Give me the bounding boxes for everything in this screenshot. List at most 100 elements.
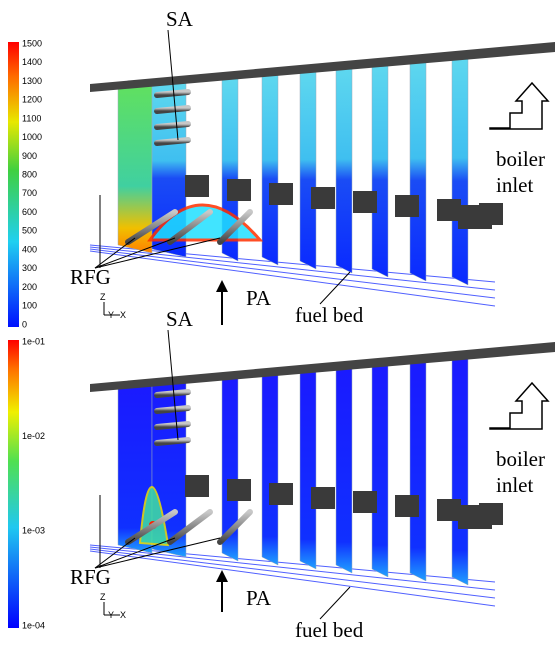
colorbar-label: 1100 [22, 113, 41, 123]
colorbar-label: 1e-03 [22, 526, 45, 536]
sa-pipe [154, 405, 191, 414]
axis-z: Z [100, 292, 106, 302]
label-sa: SA [166, 7, 194, 31]
slice [371, 61, 389, 278]
label-fuel-bed: fuel bed [295, 303, 364, 327]
slice [261, 73, 279, 266]
slice [409, 357, 427, 582]
slice [299, 69, 317, 270]
colorbar-label: 500 [22, 226, 37, 236]
colorbar-label: 800 [22, 170, 37, 180]
label-sa: SA [166, 307, 194, 331]
sa-pipe [154, 121, 191, 130]
duct-block [395, 495, 419, 517]
floor-line [89, 546, 496, 591]
colorbar-label: 700 [22, 188, 37, 198]
sa-pipe [154, 437, 191, 446]
slice [261, 373, 279, 566]
colorbar-label: 0 [22, 319, 27, 329]
duct-block [227, 479, 251, 501]
leader [167, 29, 179, 141]
colorbar-label: 400 [22, 244, 37, 254]
slice [335, 365, 353, 574]
floor-line [89, 244, 496, 283]
slice [409, 57, 427, 282]
leader [94, 537, 221, 569]
duct-block [269, 183, 293, 205]
duct-block [437, 199, 461, 221]
pa-arrowhead [216, 280, 228, 292]
label-inlet: inlet [496, 173, 533, 197]
floor-line [89, 250, 496, 307]
label-pa: PA [246, 586, 272, 610]
leader [167, 329, 179, 441]
rfg-pipe [167, 209, 213, 245]
colorbar-label: 1200 [22, 95, 42, 105]
sa-pipe [154, 389, 191, 398]
leader [319, 271, 351, 305]
axis-z: Z [100, 592, 106, 602]
top-plate [90, 42, 555, 92]
leader [319, 586, 351, 620]
colorbar-label: 300 [22, 263, 37, 273]
pa-arrowhead [216, 570, 228, 582]
top-plate [90, 342, 555, 392]
rfg-pipe [217, 209, 253, 245]
colorbar-label: 200 [22, 282, 37, 292]
duct-block [185, 175, 209, 197]
label-rfg: RFG [70, 565, 111, 589]
sa-pipe [154, 421, 191, 430]
leader [94, 537, 136, 569]
rfg-pipe [125, 209, 178, 245]
duct-block [395, 195, 419, 217]
colorbar-label: 1e-04 [22, 620, 45, 630]
duct-block [353, 491, 377, 513]
floor-line [89, 246, 496, 291]
rfg-pipe [125, 509, 178, 545]
colorbar-label: 1400 [22, 57, 42, 67]
label-boiler: boiler [496, 147, 545, 171]
slice [451, 53, 469, 286]
slice [371, 361, 389, 578]
label-rfg: RFG [70, 265, 111, 289]
slice [299, 369, 317, 570]
axis-x: X [120, 310, 126, 320]
label-pa: PA [246, 286, 272, 310]
rfg-pipe [167, 509, 213, 545]
slice [451, 353, 469, 586]
colorbar [8, 42, 19, 327]
duct-block [269, 483, 293, 505]
sa-pipe [154, 137, 191, 146]
colorbar-label: 100 [22, 301, 37, 311]
duct-block [353, 191, 377, 213]
floor-line [89, 544, 496, 583]
colorbar-label: 1000 [22, 132, 42, 142]
duct-block [437, 499, 461, 521]
duct-block [185, 475, 209, 497]
duct-block [458, 505, 492, 529]
colorbar-label: 1300 [22, 76, 42, 86]
label-boiler: boiler [496, 447, 545, 471]
colorbar-label: 900 [22, 151, 37, 161]
colorbar-label: 1e-01 [22, 336, 45, 346]
leader [94, 237, 136, 269]
duct-block [458, 205, 492, 229]
slice [335, 65, 353, 274]
leader [94, 537, 176, 569]
inlet-icon [489, 381, 550, 430]
sa-pipe [154, 105, 191, 114]
inlet-icon [489, 81, 550, 130]
sa-pipe [154, 89, 191, 98]
duct-block [227, 179, 251, 201]
floor-line [89, 550, 496, 607]
leader [94, 237, 221, 269]
leader [94, 237, 176, 269]
duct-block [311, 487, 335, 509]
floor-line [89, 248, 496, 299]
colorbar-label: 600 [22, 207, 37, 217]
duct-block [311, 187, 335, 209]
colorbar-label: 1500 [22, 38, 42, 48]
axis-x: X [120, 610, 126, 620]
